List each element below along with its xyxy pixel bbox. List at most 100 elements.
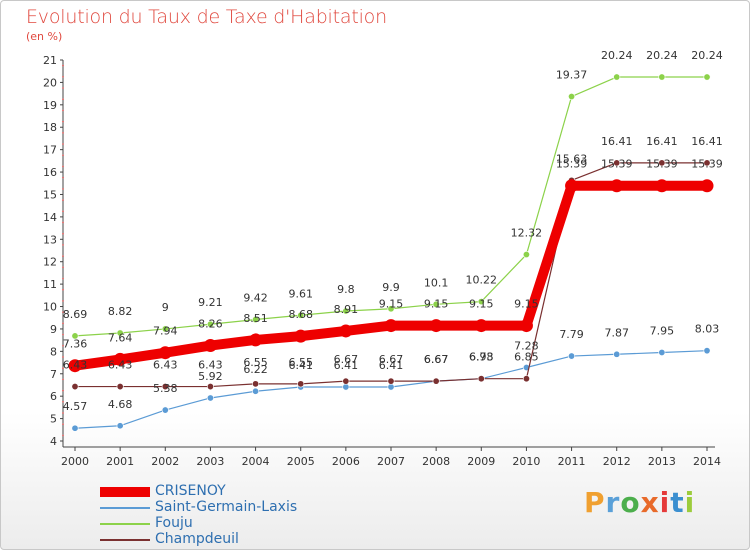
y-axis-minor-dot bbox=[62, 232, 64, 235]
y-axis-minor-dot bbox=[62, 311, 64, 313]
y-axis-minor-dot bbox=[62, 132, 64, 134]
y-axis-minor-dot bbox=[62, 333, 64, 336]
data-point bbox=[342, 377, 350, 385]
data-point bbox=[568, 352, 576, 360]
data-point bbox=[161, 406, 169, 414]
logo-letter: P bbox=[584, 486, 606, 519]
legend-label: Fouju bbox=[155, 515, 193, 531]
data-point bbox=[655, 179, 669, 193]
y-tick-label: 17 bbox=[43, 144, 57, 157]
x-tick-label: 2003 bbox=[196, 455, 224, 468]
data-label: 7.64 bbox=[108, 331, 133, 344]
y-axis-minor-dot bbox=[62, 434, 64, 437]
y-tick-label: 13 bbox=[43, 233, 57, 246]
data-label: 7.95 bbox=[650, 324, 675, 337]
logo-letter: t bbox=[670, 486, 685, 519]
data-point bbox=[116, 383, 124, 391]
x-tick-label: 2005 bbox=[287, 455, 315, 468]
data-label: 9.9 bbox=[382, 281, 400, 294]
data-label: 15.63 bbox=[556, 152, 588, 165]
data-point bbox=[429, 319, 443, 333]
y-tick-label: 4 bbox=[50, 435, 57, 448]
data-point bbox=[658, 348, 666, 356]
data-point bbox=[522, 251, 530, 259]
y-tick-label: 14 bbox=[43, 211, 57, 224]
data-label: 15.39 bbox=[601, 158, 633, 171]
legend-label: Champdeuil bbox=[155, 531, 239, 547]
logo-letter: x bbox=[640, 486, 660, 519]
legend-swatch bbox=[100, 523, 150, 525]
data-label: 7.79 bbox=[559, 328, 584, 341]
data-label: 10.22 bbox=[466, 274, 498, 287]
y-axis-minor-dot bbox=[62, 199, 64, 201]
y-axis-minor-dot bbox=[62, 188, 64, 190]
data-label: 6.67 bbox=[379, 353, 404, 366]
y-axis-minor-dot bbox=[62, 356, 64, 358]
data-label: 7.87 bbox=[604, 326, 629, 339]
y-axis-unit-label: (en %) bbox=[26, 30, 63, 43]
data-point bbox=[613, 73, 621, 81]
data-point bbox=[249, 333, 263, 347]
data-label: 16.41 bbox=[601, 135, 633, 148]
chart-title: Evolution du Taux de Taxe d'Habitation bbox=[26, 6, 387, 28]
data-label: 7.28 bbox=[514, 339, 539, 352]
data-label: 6.67 bbox=[424, 353, 449, 366]
data-point bbox=[116, 422, 124, 430]
y-axis-minor-dot bbox=[62, 423, 64, 425]
data-label: 6.43 bbox=[63, 359, 88, 372]
legend-label: Saint-Germain-Laxis bbox=[155, 499, 298, 515]
data-point bbox=[116, 329, 124, 337]
x-tick-label: 2004 bbox=[242, 455, 270, 468]
data-point bbox=[610, 179, 624, 193]
legend-item: Saint-Germain-Laxis bbox=[100, 499, 360, 516]
data-point bbox=[113, 352, 127, 366]
y-tick-label: 10 bbox=[43, 301, 57, 314]
data-label: 5.92 bbox=[198, 370, 223, 383]
y-axis-minor-dot bbox=[62, 322, 64, 325]
y-axis-minor-dot bbox=[62, 154, 64, 157]
x-tick-label: 2007 bbox=[377, 455, 405, 468]
data-point bbox=[71, 424, 79, 432]
x-tick-label: 2010 bbox=[512, 455, 540, 468]
data-label: 4.57 bbox=[63, 400, 88, 413]
x-tick-label: 2013 bbox=[648, 455, 676, 468]
y-axis-minor-dot bbox=[62, 210, 64, 213]
data-label: 6.67 bbox=[334, 353, 359, 366]
y-tick-label: 20 bbox=[43, 76, 57, 89]
data-label: 20.24 bbox=[691, 49, 723, 62]
data-point bbox=[206, 394, 214, 402]
data-label: 9.42 bbox=[243, 292, 268, 305]
x-tick-label: 2000 bbox=[61, 455, 89, 468]
data-label: 6.41 bbox=[288, 359, 313, 372]
data-point bbox=[700, 179, 714, 193]
legend-item: CRISENOY bbox=[100, 483, 360, 500]
data-point bbox=[432, 300, 440, 308]
data-point bbox=[474, 319, 488, 333]
data-label: 7.94 bbox=[153, 325, 178, 338]
data-point bbox=[342, 307, 350, 315]
data-label: 6.78 bbox=[469, 351, 494, 364]
y-axis-minor-dot bbox=[62, 120, 64, 123]
data-point bbox=[252, 387, 260, 395]
data-point bbox=[158, 346, 172, 360]
data-point bbox=[387, 383, 395, 391]
data-label: 9.8 bbox=[337, 283, 355, 296]
x-tick-label: 2002 bbox=[151, 455, 179, 468]
y-tick-label: 9 bbox=[50, 323, 57, 336]
data-point bbox=[71, 332, 79, 340]
data-point bbox=[477, 298, 485, 306]
data-point bbox=[339, 324, 353, 338]
data-point bbox=[565, 179, 579, 193]
data-label: 10.1 bbox=[424, 276, 449, 289]
data-point bbox=[294, 329, 308, 343]
data-label: 6.55 bbox=[288, 356, 313, 369]
data-point bbox=[519, 319, 533, 333]
data-label: 6.93 bbox=[469, 351, 494, 364]
y-axis-minor-dot bbox=[62, 367, 64, 369]
y-tick-label: 11 bbox=[43, 278, 57, 291]
data-label: 6.55 bbox=[243, 356, 268, 369]
data-label: 9.15 bbox=[424, 298, 449, 311]
data-label: 6.67 bbox=[424, 353, 449, 366]
y-tick-label: 8 bbox=[50, 345, 57, 358]
data-point bbox=[703, 347, 711, 355]
